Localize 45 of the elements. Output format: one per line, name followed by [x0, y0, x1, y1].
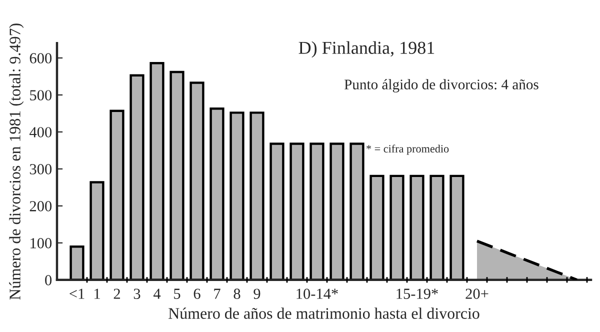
bar: [450, 174, 464, 280]
y-tick-label: 200: [30, 201, 52, 212]
bar: [130, 74, 144, 280]
x-tick-label: 1: [94, 288, 100, 299]
x-tick-label: <1: [70, 288, 84, 299]
bar: [310, 142, 324, 280]
bar: [270, 142, 284, 280]
x-tick-label: 10-14*: [296, 288, 338, 299]
x-tick-label: 9: [254, 288, 260, 299]
x-tick-label: 6: [194, 288, 200, 299]
bar: [210, 108, 224, 280]
bar: [390, 174, 404, 280]
bar: [430, 174, 444, 280]
annotation: Punto álgido de divorcios: 4 años: [344, 79, 538, 92]
annotation: * = cifra promedio: [366, 144, 449, 155]
y-tick-label: 300: [30, 164, 52, 174]
bar: [330, 142, 344, 280]
y-tick-label: 100: [30, 238, 52, 248]
bar: [90, 181, 104, 280]
bar: [110, 110, 124, 280]
x-tick-label: 7: [214, 288, 220, 299]
x-tick-label: 3: [134, 288, 140, 299]
x-tick-label: 2: [114, 288, 120, 299]
bar: [250, 112, 264, 280]
y-tick-label: 0: [45, 275, 52, 286]
x-tick-label: 4: [153, 288, 161, 299]
chart-title: D) Finlandia, 1981: [298, 41, 434, 58]
bar: [190, 82, 204, 280]
bar: [370, 174, 384, 280]
x-tick-label: 8: [234, 288, 240, 299]
y-axis-title: Número de divorcios en 1981 (total: 9.497): [9, 24, 24, 300]
bar: [170, 70, 184, 280]
y-tick-label: 400: [30, 127, 52, 138]
x-tick-label: 15-19*: [396, 288, 438, 299]
bar: [150, 62, 164, 280]
bar: [290, 142, 304, 280]
bar: [350, 142, 364, 280]
bar: [70, 245, 84, 280]
x-axis-title: Número de años de matrimonio hasta el divorcio: [168, 308, 480, 319]
x-tick-label: 20+: [466, 288, 488, 299]
x-tick-label: 5: [174, 288, 180, 299]
y-tick-label: 600: [30, 53, 52, 64]
bar: [410, 174, 424, 280]
y-tick-label: 500: [30, 90, 52, 100]
bar: [230, 112, 244, 280]
